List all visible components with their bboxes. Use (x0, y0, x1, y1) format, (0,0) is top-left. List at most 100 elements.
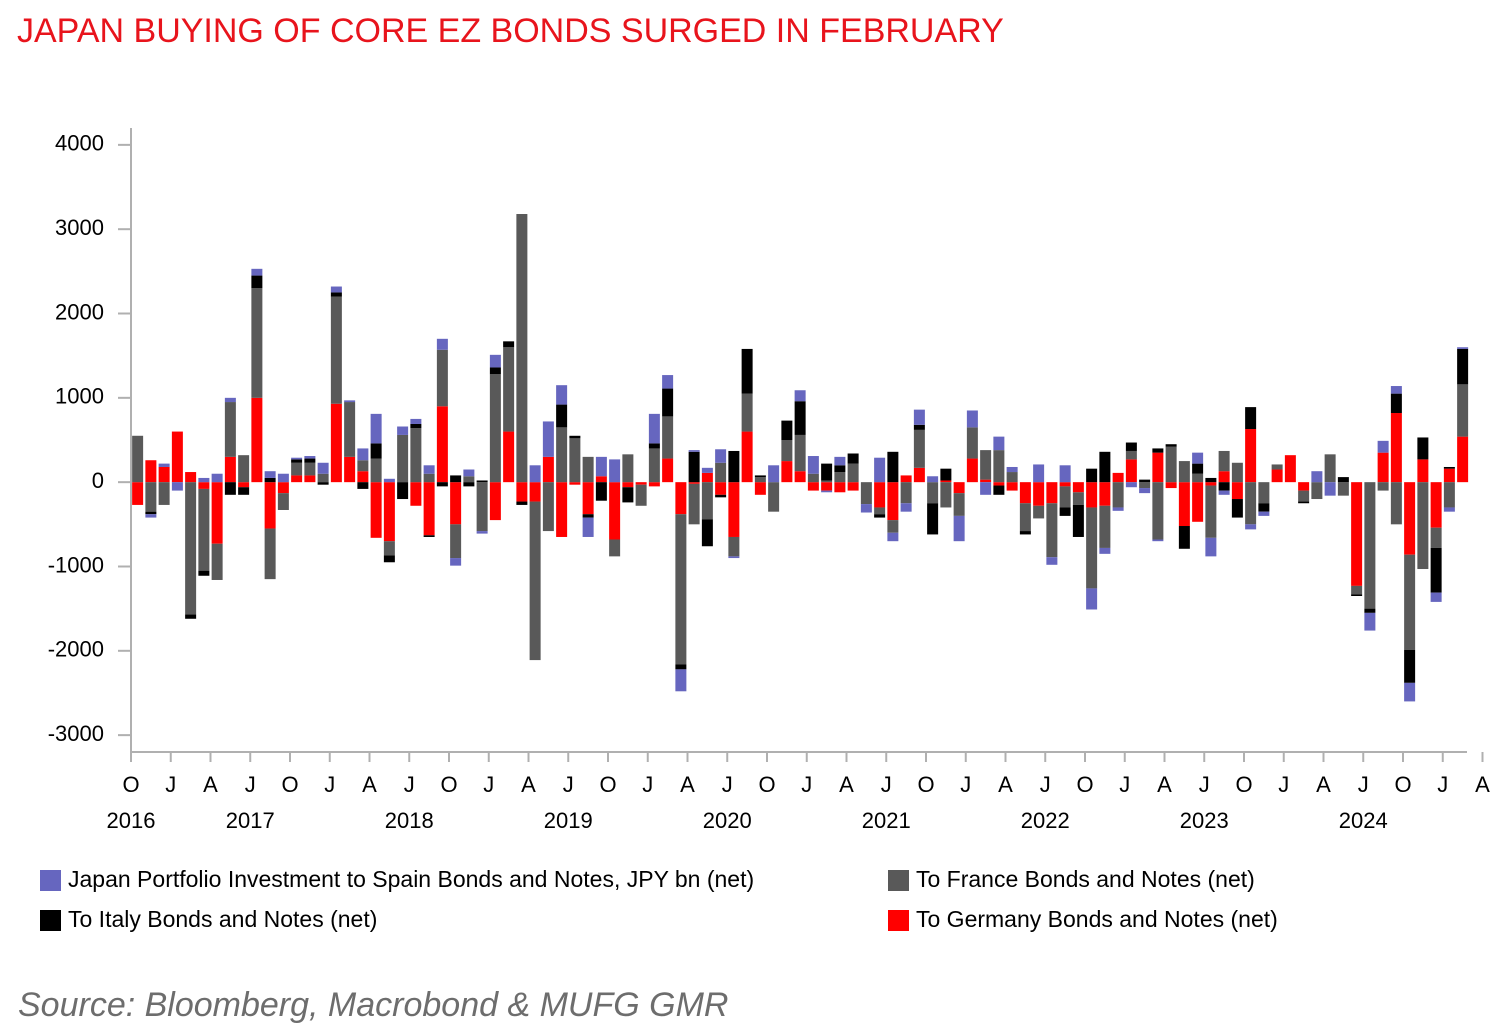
bar-segment (821, 463, 833, 481)
bar-segment (662, 458, 674, 483)
bar-segment (410, 482, 422, 506)
bar-segment (436, 338, 448, 350)
bar-segment (1072, 504, 1084, 537)
bar-segment (1443, 507, 1455, 512)
bar-segment (251, 397, 263, 483)
bar-segment (211, 543, 223, 580)
bar-segment (900, 503, 912, 512)
bar-segment (463, 469, 475, 477)
bar-segment (291, 459, 303, 463)
bar-segment (913, 429, 925, 468)
bar-segment (569, 435, 581, 439)
bar-segment (980, 450, 992, 480)
bar-segment (980, 479, 992, 483)
bar-segment (715, 494, 727, 498)
bar-segment (198, 488, 210, 571)
bar-segment (980, 482, 992, 495)
bar-segment (423, 482, 435, 536)
bar-segment (211, 473, 223, 483)
bar-segment (317, 482, 329, 485)
bar-segment (582, 456, 594, 483)
bar-segment (927, 476, 939, 483)
bar-segment (1457, 384, 1469, 437)
bar-segment (436, 349, 448, 407)
bar-segment (582, 514, 594, 518)
bar-segment (834, 465, 846, 473)
bar-segment (1152, 482, 1164, 540)
bar-segment (595, 482, 607, 501)
bar-segment (1086, 482, 1098, 508)
bar-segment (529, 465, 541, 483)
bar-segment (489, 367, 501, 375)
y-tick-label: -3000 (48, 721, 104, 746)
y-tick-label: 2000 (55, 299, 104, 324)
bar-segment (277, 473, 289, 483)
x-tick-label: J (563, 772, 574, 797)
bar-segment (622, 482, 634, 488)
bar-segment (277, 482, 289, 494)
bar-segment (516, 501, 528, 505)
bar-segment (158, 482, 170, 505)
bar-segment (370, 482, 382, 538)
bar-segment (754, 482, 766, 495)
bar-segment (953, 493, 965, 516)
bar-segment (370, 458, 382, 483)
bar-segment (145, 460, 157, 483)
bar-segment (609, 539, 621, 557)
bar-segment (900, 482, 912, 504)
bar-segment (913, 409, 925, 425)
bar-segment (1165, 446, 1177, 483)
bar-segment (887, 520, 899, 533)
bar-segment (794, 390, 806, 402)
year-label: 2022 (1021, 808, 1070, 833)
x-tick-label: J (801, 772, 812, 797)
bar-segment (1258, 503, 1270, 512)
bar-segment (264, 471, 276, 478)
bar-segment (224, 456, 236, 483)
bar-segment (556, 385, 568, 405)
bar-segment (993, 482, 1005, 486)
bar-segment (1430, 527, 1442, 548)
bar-segment (1364, 608, 1376, 613)
bar-segment (1205, 477, 1217, 483)
bar-segment (834, 456, 846, 466)
bar-segment (1364, 482, 1376, 609)
bar-segment (277, 493, 289, 510)
bar-segment (648, 482, 660, 487)
bar-segment (1390, 386, 1402, 394)
bar-segment (1351, 594, 1363, 596)
bar-segment (1125, 442, 1137, 451)
y-tick-label: 4000 (55, 131, 104, 156)
x-tick-label: A (839, 772, 854, 797)
bar-segment (1046, 557, 1058, 565)
year-label: 2024 (1339, 808, 1388, 833)
bar-segment (1099, 482, 1111, 506)
bar-segment (1033, 482, 1045, 506)
bar-segment (794, 434, 806, 472)
bar-segment (556, 404, 568, 428)
bar-segment (1324, 454, 1336, 483)
bar-segment (1351, 482, 1363, 586)
bar-segment (397, 426, 409, 435)
bar-segment (436, 406, 448, 483)
x-tick-label: A (203, 772, 218, 797)
bar-segment (953, 515, 965, 542)
x-tick-label: A (1157, 772, 1172, 797)
bar-segment (264, 477, 276, 483)
bar-segment (1192, 452, 1204, 464)
bar-segment (1178, 461, 1190, 483)
bar-segment (542, 482, 554, 532)
y-tick-label: 0 (92, 468, 104, 493)
bar-segment (542, 421, 554, 457)
bar-segment (1390, 482, 1402, 525)
bar-segment (1059, 482, 1071, 487)
bar-segment (1377, 440, 1389, 453)
bar-segment (1165, 482, 1177, 489)
bar-segment (410, 428, 422, 483)
legend-swatch (888, 910, 909, 931)
bar-segment (423, 535, 435, 537)
x-tick-label: J (1278, 772, 1289, 797)
x-tick-label: A (1316, 772, 1331, 797)
bar-segment (1125, 482, 1137, 488)
